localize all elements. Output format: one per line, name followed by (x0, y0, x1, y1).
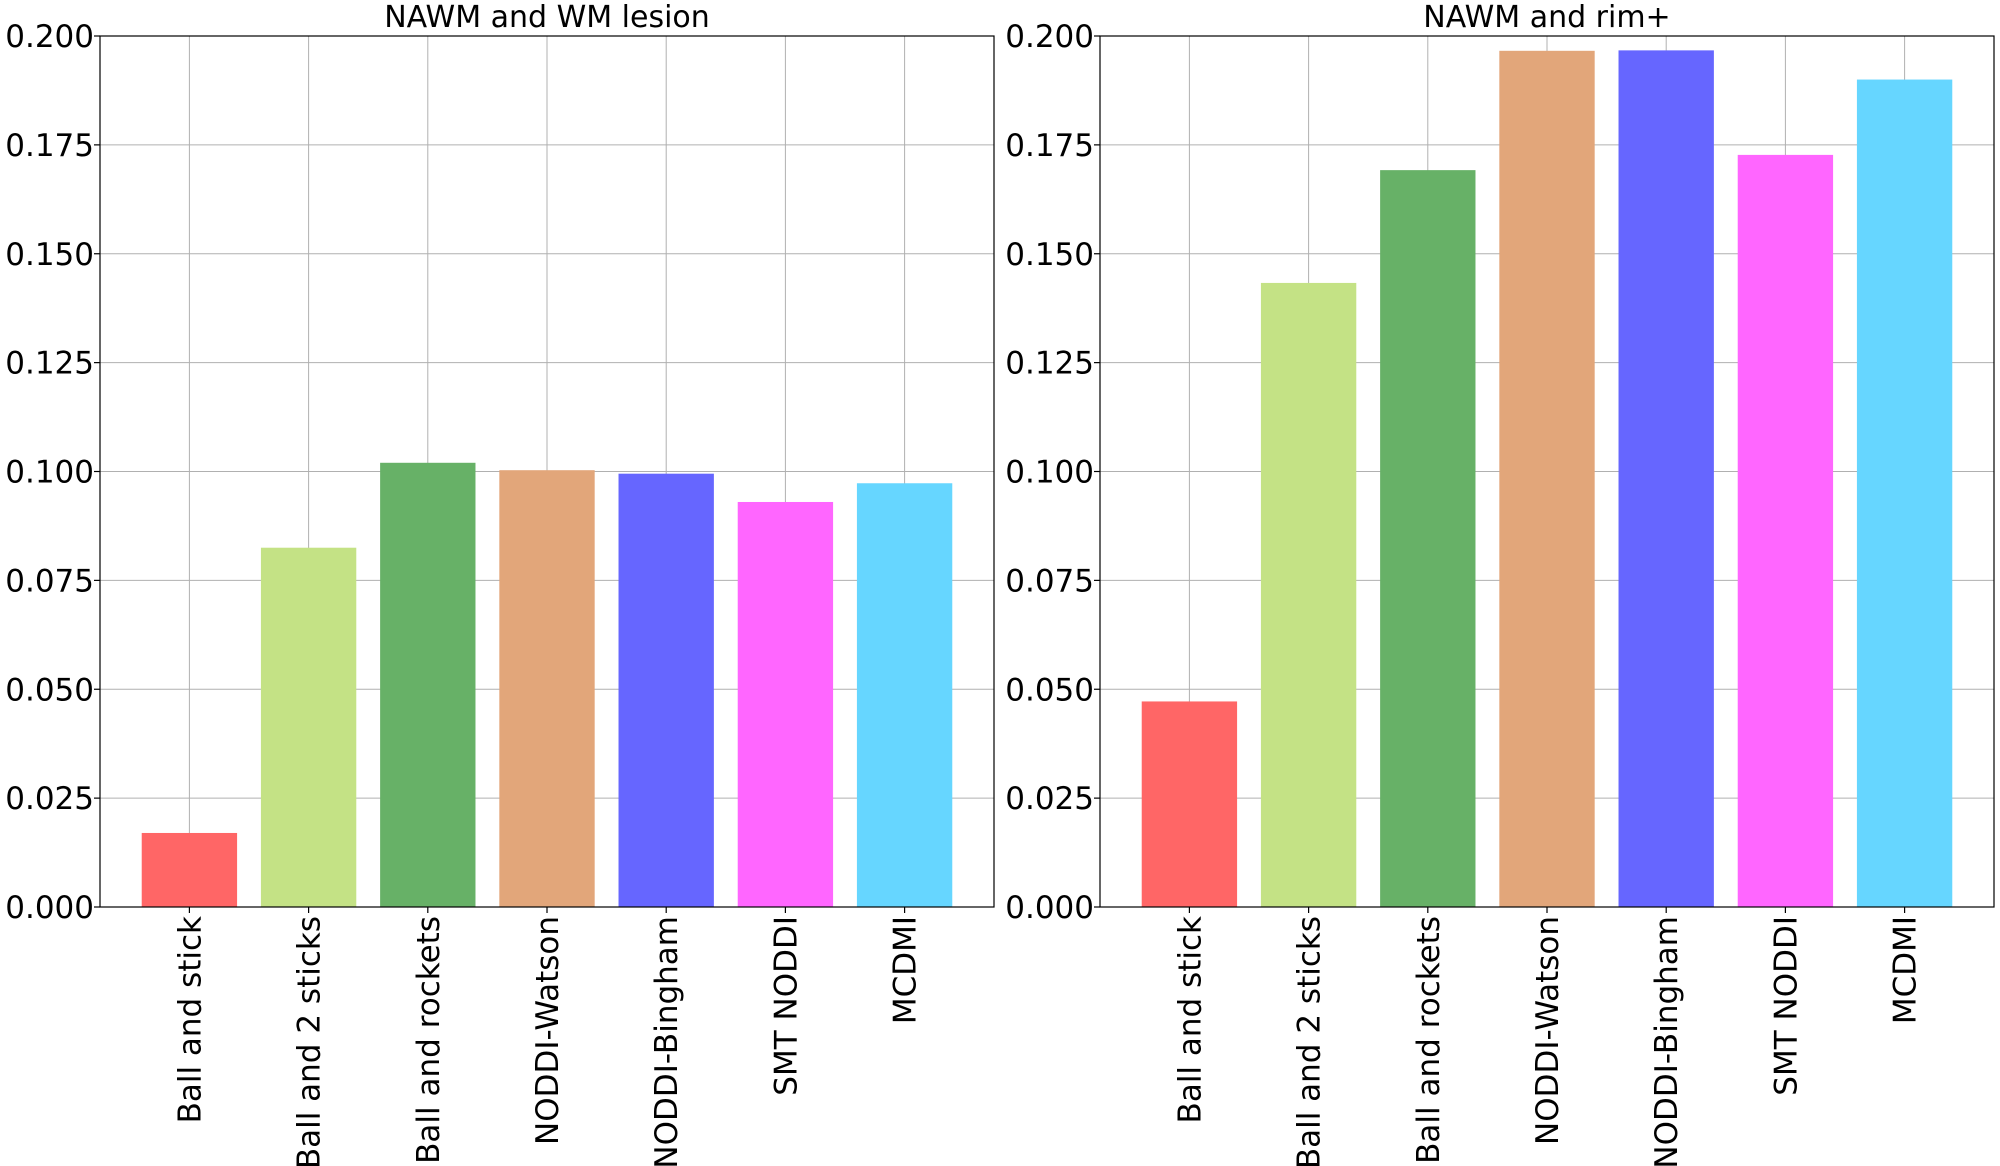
bar-ball-and-2-sticks (260, 547, 357, 907)
x-tick-label: Ball and rockets (411, 916, 447, 1164)
x-tick-label: NODDI-Watson (1530, 916, 1566, 1145)
y-tick-label: 0.050 (1005, 672, 1094, 708)
x-tick-label: NODDI-Bingham (649, 916, 685, 1166)
x-tick-label: SMT NODDI (768, 916, 804, 1096)
x-tick-label: NODDI-Bingham (1649, 916, 1685, 1166)
bar-ball-and-2-sticks (1260, 282, 1357, 908)
y-tick-label: 0.025 (5, 781, 94, 817)
x-tick-label: SMT NODDI (1768, 916, 1804, 1096)
y-tick-label: 0.200 (1005, 19, 1094, 55)
bar-mcdmi (1856, 79, 1953, 908)
y-tick-label: 0.000 (5, 890, 94, 926)
y-tick-label: 0.200 (5, 19, 94, 55)
y-tick-label: 0.175 (5, 128, 94, 164)
y-tick-label: 0.125 (1005, 346, 1094, 382)
bar-noddi-bingham (618, 473, 714, 907)
x-tick-label: Ball and 2 sticks (292, 916, 328, 1166)
y-tick-label: 0.075 (5, 563, 94, 599)
bar-ball-and-rockets (380, 462, 476, 907)
chart-panel-nawm-rim: 0.000 0.025 0.050 0.075 0.100 0.125 0.150 0.175… (1005, 0, 1995, 1166)
chart-panel-nawm-wm-lesion: 0.000 0.025 0.050 0.075 0.100 0.125 0.150 0.175… (5, 0, 995, 1166)
x-tick-label: Ball and rockets (1411, 916, 1447, 1164)
bar-smt-noddi (737, 501, 834, 907)
y-tick-label: 0.125 (5, 346, 94, 382)
y-tick-label: 0.075 (1005, 563, 1094, 599)
chart-title: NAWM and rim+ (1423, 0, 1670, 35)
y-tick-label: 0.150 (1005, 237, 1094, 273)
bar-smt-noddi (1737, 154, 1834, 908)
bar-ball-and-stick (1141, 701, 1238, 907)
bar-ball-and-stick (141, 832, 238, 907)
bar-noddi-watson (499, 470, 595, 907)
x-tick-label: Ball and 2 sticks (1292, 916, 1328, 1166)
x-tick-label: MCDMI (888, 916, 924, 1024)
x-tick-label: Ball and stick (1172, 916, 1208, 1123)
bar-noddi-bingham (1618, 50, 1714, 907)
bar-noddi-watson (1499, 50, 1595, 907)
y-tick-label: 0.000 (1005, 890, 1094, 926)
y-tick-label: 0.150 (5, 237, 94, 273)
y-tick-label: 0.050 (5, 672, 94, 708)
chart-title: NAWM and WM lesion (384, 0, 710, 35)
y-tick-label: 0.100 (5, 455, 94, 491)
y-tick-label: 0.175 (1005, 128, 1094, 164)
x-tick-label: NODDI-Watson (530, 916, 566, 1145)
y-tick-label: 0.025 (1005, 781, 1094, 817)
x-tick-label: MCDMI (1888, 916, 1924, 1024)
bar-ball-and-rockets (1380, 170, 1476, 907)
y-tick-label: 0.100 (1005, 455, 1094, 491)
x-tick-label: Ball and stick (172, 916, 208, 1123)
bar-mcdmi (856, 483, 953, 907)
